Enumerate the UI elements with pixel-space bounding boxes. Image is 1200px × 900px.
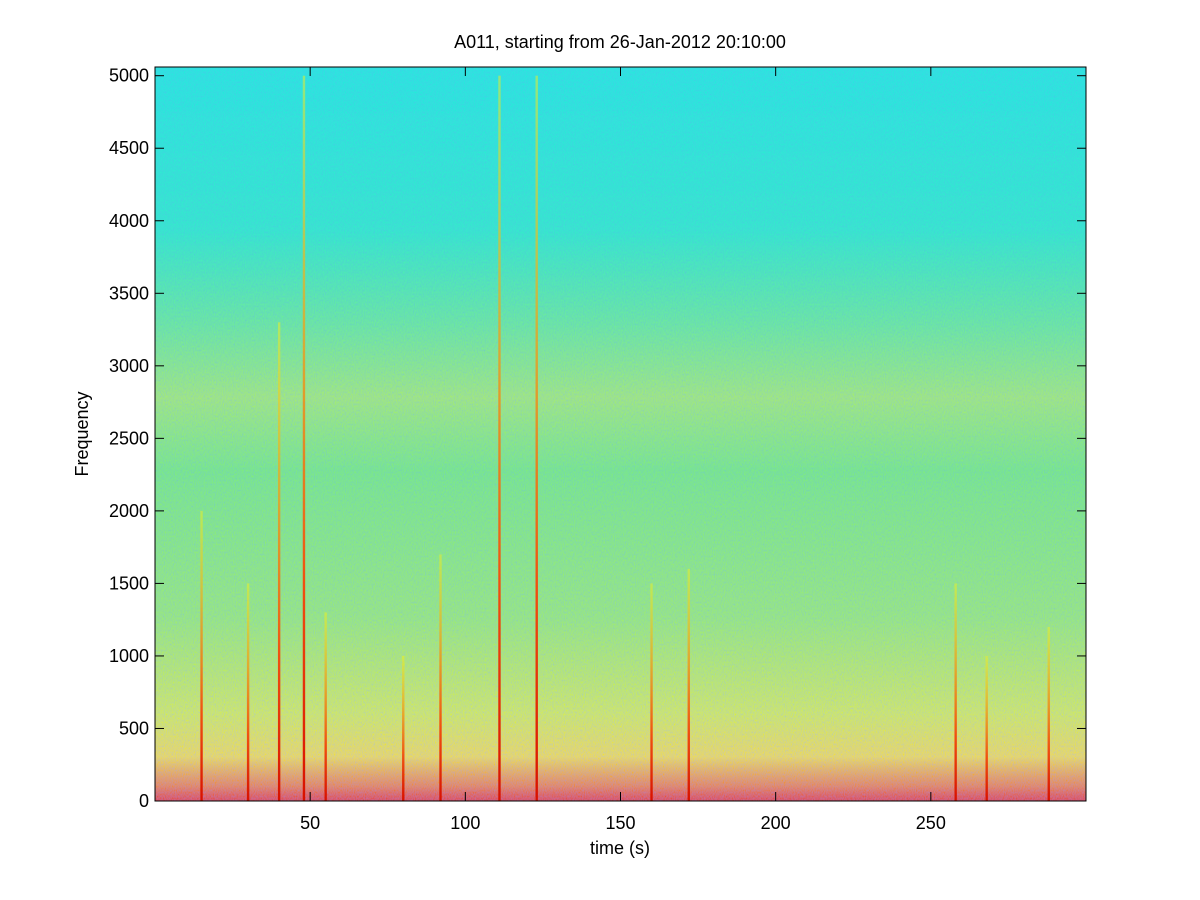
spectral-streak: [324, 612, 327, 801]
spectral-streak: [954, 583, 957, 801]
y-tick-label: 2000: [109, 501, 149, 521]
plot-area: [155, 67, 1086, 802]
y-tick-label: 3000: [109, 356, 149, 376]
chart-title: A011, starting from 26-Jan-2012 20:10:00: [454, 32, 786, 52]
y-tick-label: 5000: [109, 66, 149, 86]
x-tick-label: 100: [450, 813, 480, 833]
y-tick-label: 3500: [109, 283, 149, 303]
x-axis-label: time (s): [590, 838, 650, 858]
x-tick-label: 150: [605, 813, 635, 833]
x-tick-label: 50: [300, 813, 320, 833]
y-axis-label: Frequency: [72, 391, 92, 476]
spectral-streak: [985, 655, 988, 801]
spectral-streak: [535, 75, 538, 802]
spectrogram-image: [155, 67, 1086, 801]
y-tick-label: 1000: [109, 646, 149, 666]
x-tick-label: 200: [761, 813, 791, 833]
y-tick-label: 0: [139, 791, 149, 811]
y-tick-label: 500: [119, 718, 149, 738]
spectral-streak: [277, 322, 281, 801]
spectral-streak: [687, 568, 690, 801]
spectral-streak: [402, 655, 405, 801]
spectral-streak: [200, 510, 203, 801]
spectral-streak: [1047, 626, 1050, 801]
y-tick-label: 4000: [109, 211, 149, 231]
spectral-streak: [498, 75, 501, 802]
x-tick-label: 250: [916, 813, 946, 833]
spectral-streak: [246, 583, 250, 801]
spectral-streak: [302, 75, 306, 802]
y-tick-label: 1500: [109, 573, 149, 593]
spectral-streak: [439, 554, 442, 801]
y-tick-label: 4500: [109, 138, 149, 158]
y-tick-label: 2500: [109, 428, 149, 448]
spectral-streak: [650, 583, 653, 801]
